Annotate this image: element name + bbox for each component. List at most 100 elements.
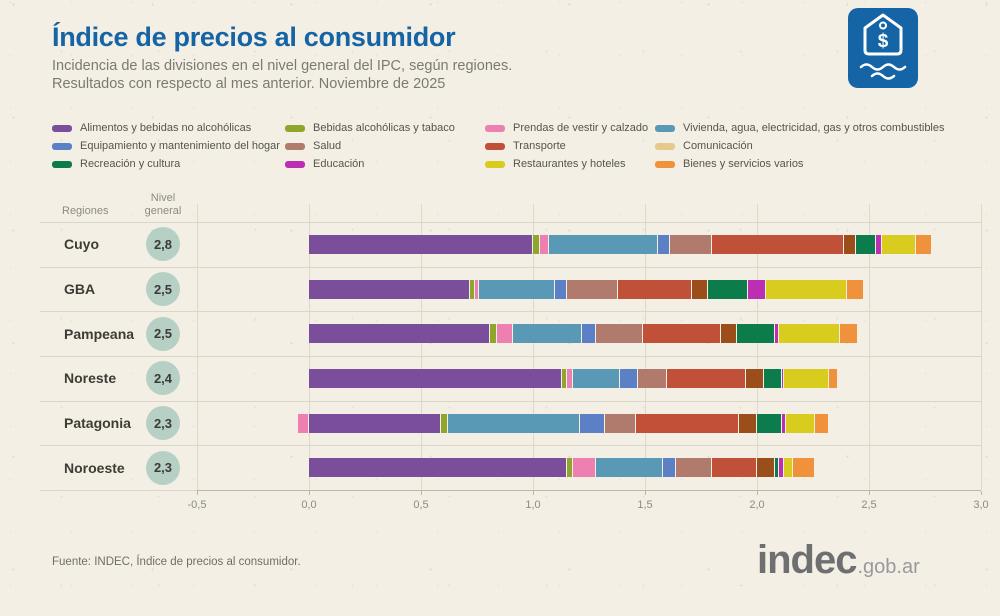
bar-segment — [566, 458, 573, 478]
bar-segment — [783, 458, 792, 478]
bar-segment — [676, 458, 712, 478]
legend-item-label: Transporte — [513, 140, 566, 152]
legend-item-label: Prendas de vestir y calzado — [513, 122, 649, 134]
bar-segment — [712, 458, 756, 478]
bar-segment — [573, 368, 620, 388]
legend-item: Salud — [285, 137, 455, 155]
bar-segment — [562, 368, 566, 388]
x-axis-tick-label: 0,0 — [301, 499, 317, 511]
x-axis-tick — [869, 491, 870, 495]
bar-segment — [815, 413, 828, 433]
bar-segment — [479, 279, 555, 299]
bar-segment — [470, 279, 474, 299]
bar-segment — [781, 368, 783, 388]
bar-segment — [757, 458, 774, 478]
legend-item-label: Salud — [313, 140, 342, 152]
bar-segment — [875, 234, 882, 254]
bar-segment — [566, 279, 618, 299]
legend-item: Alimentos y bebidas no alcohólicas — [52, 119, 280, 137]
region-label: Patagonia — [64, 415, 131, 431]
legend-item: Transporte — [485, 137, 648, 155]
legend-item-label: Bebidas alcohólicas y tabaco — [313, 122, 455, 134]
price-tag-icon: $ — [848, 8, 918, 88]
region-label: Noreste — [64, 370, 117, 387]
bar-segment — [309, 279, 470, 299]
bar-segment — [566, 368, 573, 388]
x-axis-tick — [757, 491, 758, 495]
legend-item-label: Alimentos y bebidas no alcohólicas — [80, 122, 252, 134]
bar-segment — [474, 279, 479, 299]
legend-swatch-icon — [655, 160, 675, 168]
bar-segment — [763, 368, 781, 388]
legend-swatch-icon — [285, 124, 305, 132]
legend-item: Comunicación — [655, 137, 945, 155]
gridline — [869, 204, 870, 490]
indec-logo: indec .gob.ar — [757, 538, 920, 583]
legend-item: Vivienda, agua, electricidad, gas y otro… — [655, 119, 945, 137]
bar-segment — [539, 234, 548, 254]
legend-column: Alimentos y bebidas no alcohólicas Equipa… — [52, 119, 280, 173]
bar-segment — [757, 413, 781, 433]
bar-segment — [739, 413, 756, 433]
nivel-general-badge: 2,8 — [146, 227, 180, 262]
legend-item-label: Comunicación — [683, 140, 753, 152]
bar-segment — [766, 279, 846, 299]
x-axis-tick — [533, 491, 534, 495]
x-axis-line — [197, 490, 981, 491]
legend-item: Bebidas alcohólicas y tabaco — [285, 119, 455, 137]
region-label: Pampeana — [64, 325, 135, 342]
x-axis-tick-label: 3,0 — [973, 499, 989, 511]
bar-segment — [844, 234, 855, 254]
bar-segment — [783, 368, 828, 388]
bar-segment — [745, 368, 763, 388]
row-separator — [40, 222, 981, 223]
bar-segment — [642, 324, 721, 344]
x-axis-tick-label: 0,5 — [413, 499, 429, 511]
indec-logo-text: indec — [757, 538, 857, 582]
legend-item: Recreación y cultura — [52, 155, 280, 173]
bar-segment — [692, 279, 707, 299]
x-axis-tick-label: 2,5 — [861, 499, 877, 511]
column-header-regiones: Regiones — [62, 205, 109, 217]
legend-item-label: Vivienda, agua, electricidad, gas y otro… — [683, 122, 945, 134]
svg-text:$: $ — [878, 31, 889, 52]
bar-segment — [582, 324, 595, 344]
bar-segment — [774, 324, 779, 344]
legend-swatch-icon — [52, 142, 72, 150]
bar-segment — [309, 368, 562, 388]
legend-item: Prendas de vestir y calzado — [485, 119, 648, 137]
legend-swatch-icon — [485, 124, 505, 132]
region-label: GBA — [64, 281, 96, 297]
row-separator — [40, 400, 981, 402]
x-axis-tick-label: 1,5 — [637, 499, 653, 511]
legend-item: Bienes y servicios varios — [655, 155, 945, 173]
bar-segment — [712, 234, 844, 254]
bar-segment — [667, 368, 745, 388]
page-title: Índice de precios al consumidor — [52, 22, 456, 52]
legend-item: Restaurantes y hoteles — [485, 155, 648, 173]
bar-segment — [882, 234, 915, 254]
source-note: Fuente: INDEC, Índice de precios al cons… — [52, 556, 301, 568]
legend-swatch-icon — [52, 124, 72, 132]
chart-legend: Alimentos y bebidas no alcohólicas Equipa… — [0, 119, 1000, 177]
legend-column: Bebidas alcohólicas y tabaco Salud Educaci… — [285, 119, 455, 173]
legend-swatch-icon — [485, 160, 505, 168]
bar-segment — [669, 234, 712, 254]
x-axis-tick-label: 2,0 — [749, 499, 765, 511]
bar-segment — [441, 413, 447, 433]
bar-segment — [736, 324, 774, 344]
bar-segment — [297, 413, 308, 433]
page-subtitle-line2: Resultados con respecto al mes anterior.… — [52, 76, 446, 92]
bar-segment — [638, 368, 667, 388]
bar-segment — [309, 458, 566, 478]
bar-segment — [779, 458, 783, 478]
gridline — [981, 204, 982, 490]
bar-segment — [839, 324, 857, 344]
bar-segment — [707, 279, 747, 299]
x-axis-tick — [197, 491, 198, 495]
gridline — [533, 204, 534, 490]
gridline — [421, 204, 422, 490]
legend-item-label: Equipamiento y mantenimiento del hogar — [80, 140, 280, 152]
bar-segment — [595, 458, 662, 478]
bar-segment — [786, 413, 815, 433]
